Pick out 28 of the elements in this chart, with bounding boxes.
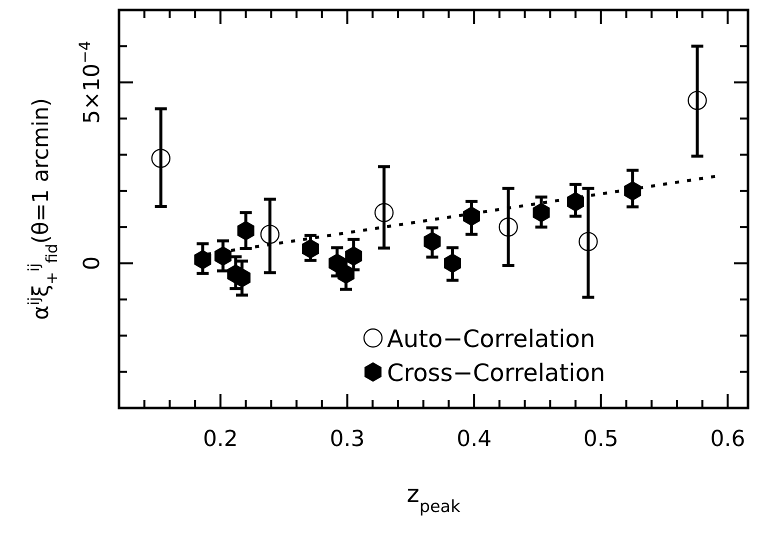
- point: [463, 206, 480, 226]
- point: [260, 224, 280, 244]
- point: [234, 268, 250, 288]
- point: [424, 232, 441, 252]
- point: [578, 232, 598, 252]
- point: [237, 220, 254, 241]
- x-tick-label: 0.4: [456, 427, 492, 452]
- point: [498, 217, 518, 237]
- point: [345, 246, 362, 266]
- x-tick-label: 0.2: [202, 427, 238, 452]
- x-tick-label: 0.5: [583, 427, 618, 452]
- point: [214, 246, 232, 266]
- legend-label: Auto−Correlation: [387, 325, 596, 353]
- point: [444, 253, 462, 274]
- x-tick-label: 0.3: [330, 427, 365, 452]
- y-tick-label: 0: [80, 256, 105, 270]
- point: [338, 264, 354, 284]
- legend-label: Cross−Correlation: [387, 359, 606, 387]
- point: [688, 90, 707, 110]
- x-tick-label: 0.6: [710, 427, 746, 452]
- point: [532, 202, 550, 222]
- point: [374, 203, 394, 222]
- x-axis-title: z$_{peak}$: [406, 480, 461, 516]
- point: [302, 238, 319, 259]
- point: [567, 192, 584, 212]
- point: [151, 148, 170, 168]
- point: [624, 181, 642, 201]
- point: [194, 250, 212, 270]
